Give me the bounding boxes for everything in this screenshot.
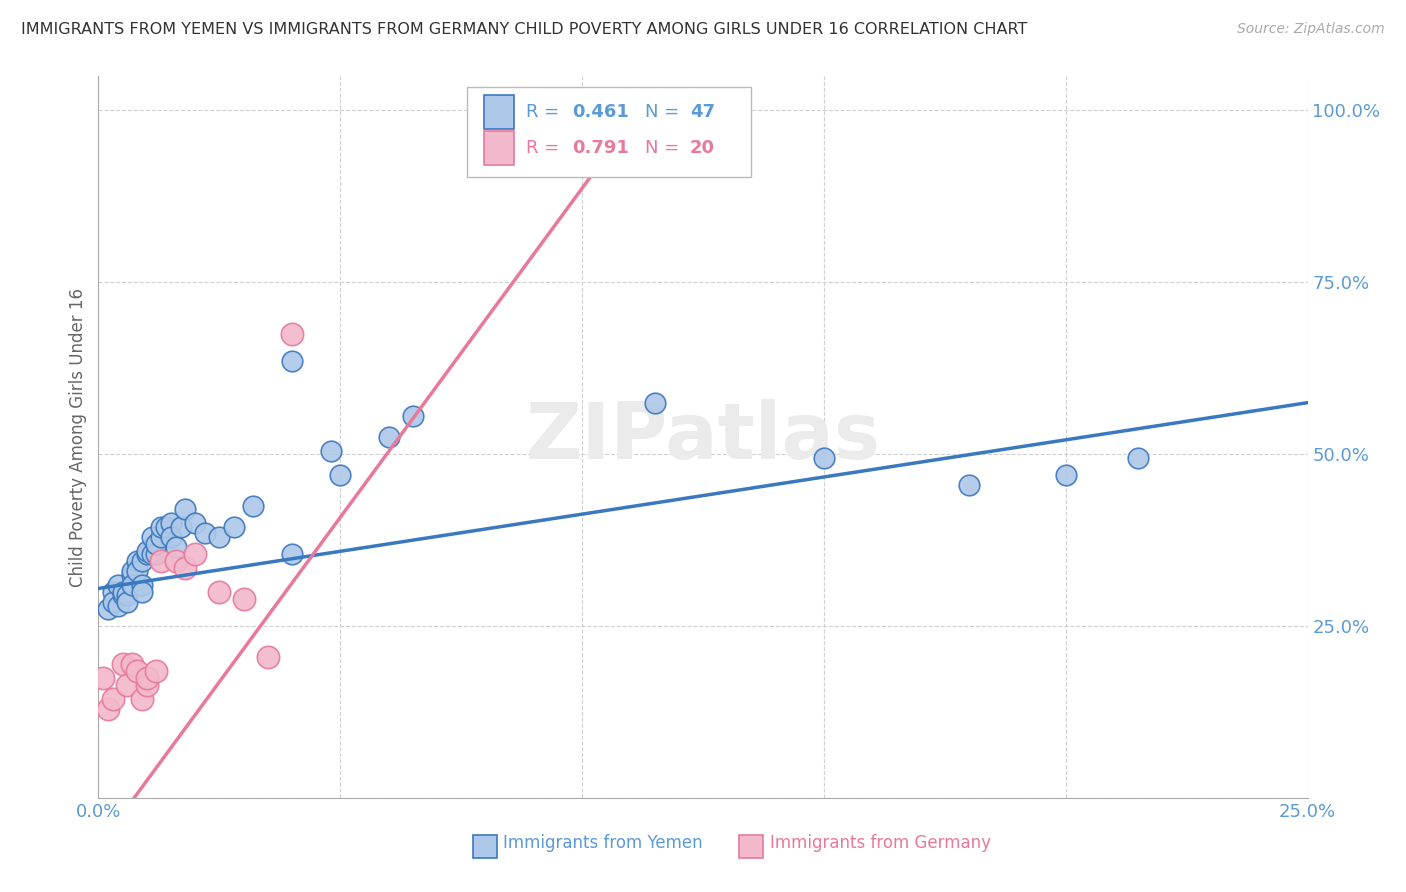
Point bbox=[141, 530, 163, 544]
Point bbox=[127, 664, 149, 678]
Point bbox=[377, 430, 399, 444]
Point bbox=[145, 547, 167, 561]
Point bbox=[121, 567, 143, 582]
Point bbox=[135, 543, 157, 558]
Point bbox=[91, 671, 114, 685]
Point bbox=[174, 561, 197, 575]
Point bbox=[174, 502, 197, 516]
Point bbox=[117, 678, 139, 692]
Point bbox=[957, 478, 980, 492]
Point bbox=[135, 547, 157, 561]
Point bbox=[155, 519, 177, 533]
Point bbox=[281, 354, 304, 368]
FancyBboxPatch shape bbox=[484, 131, 515, 165]
FancyBboxPatch shape bbox=[740, 835, 763, 858]
Point bbox=[150, 519, 173, 533]
Point bbox=[111, 588, 134, 602]
Point bbox=[131, 578, 153, 592]
Point bbox=[127, 564, 149, 578]
Point bbox=[150, 530, 173, 544]
Point bbox=[131, 691, 153, 706]
Text: 0.791: 0.791 bbox=[572, 139, 630, 157]
Point bbox=[319, 443, 342, 458]
Point bbox=[111, 657, 134, 672]
Point bbox=[165, 540, 187, 554]
Text: Immigrants from Yemen: Immigrants from Yemen bbox=[503, 834, 703, 852]
Point bbox=[145, 537, 167, 551]
Point bbox=[135, 678, 157, 692]
Point bbox=[194, 526, 217, 541]
Point bbox=[97, 702, 120, 716]
Point bbox=[1128, 450, 1150, 465]
Point bbox=[281, 547, 304, 561]
Point bbox=[135, 671, 157, 685]
Point bbox=[101, 691, 124, 706]
Text: IMMIGRANTS FROM YEMEN VS IMMIGRANTS FROM GERMANY CHILD POVERTY AMONG GIRLS UNDER: IMMIGRANTS FROM YEMEN VS IMMIGRANTS FROM… bbox=[21, 22, 1028, 37]
Text: 47: 47 bbox=[690, 103, 714, 121]
Point bbox=[208, 585, 231, 599]
Point bbox=[121, 564, 143, 578]
FancyBboxPatch shape bbox=[474, 835, 498, 858]
Point bbox=[101, 585, 124, 599]
Point bbox=[281, 326, 304, 341]
Point bbox=[184, 547, 207, 561]
Text: 20: 20 bbox=[690, 139, 714, 157]
Y-axis label: Child Poverty Among Girls Under 16: Child Poverty Among Girls Under 16 bbox=[69, 287, 87, 587]
Point bbox=[644, 395, 666, 409]
Point bbox=[131, 585, 153, 599]
Point bbox=[184, 516, 207, 530]
Point bbox=[813, 450, 835, 465]
Point bbox=[121, 578, 143, 592]
Point bbox=[232, 591, 254, 606]
FancyBboxPatch shape bbox=[467, 87, 751, 177]
Point bbox=[131, 554, 153, 568]
Text: N =: N = bbox=[645, 139, 685, 157]
Point bbox=[160, 516, 183, 530]
Point bbox=[1054, 467, 1077, 482]
Text: R =: R = bbox=[526, 103, 565, 121]
Point bbox=[127, 554, 149, 568]
Point bbox=[169, 519, 191, 533]
Point bbox=[242, 499, 264, 513]
Point bbox=[111, 585, 134, 599]
Text: N =: N = bbox=[645, 103, 685, 121]
Point bbox=[150, 554, 173, 568]
Text: Immigrants from Germany: Immigrants from Germany bbox=[769, 834, 990, 852]
FancyBboxPatch shape bbox=[484, 95, 515, 129]
Point bbox=[256, 650, 278, 665]
Point bbox=[165, 554, 187, 568]
Text: R =: R = bbox=[526, 139, 565, 157]
Point bbox=[117, 588, 139, 602]
Point bbox=[97, 602, 120, 616]
Point bbox=[145, 664, 167, 678]
Point bbox=[117, 595, 139, 609]
Point bbox=[160, 530, 183, 544]
Text: ZIPatlas: ZIPatlas bbox=[526, 399, 880, 475]
Point bbox=[619, 103, 641, 118]
Point bbox=[402, 409, 425, 424]
Point bbox=[329, 467, 352, 482]
Point bbox=[101, 595, 124, 609]
Point bbox=[121, 657, 143, 672]
Point bbox=[208, 530, 231, 544]
Point bbox=[107, 578, 129, 592]
Text: Source: ZipAtlas.com: Source: ZipAtlas.com bbox=[1237, 22, 1385, 37]
Text: 0.461: 0.461 bbox=[572, 103, 630, 121]
Point bbox=[107, 599, 129, 613]
Point bbox=[222, 519, 245, 533]
Point bbox=[141, 547, 163, 561]
